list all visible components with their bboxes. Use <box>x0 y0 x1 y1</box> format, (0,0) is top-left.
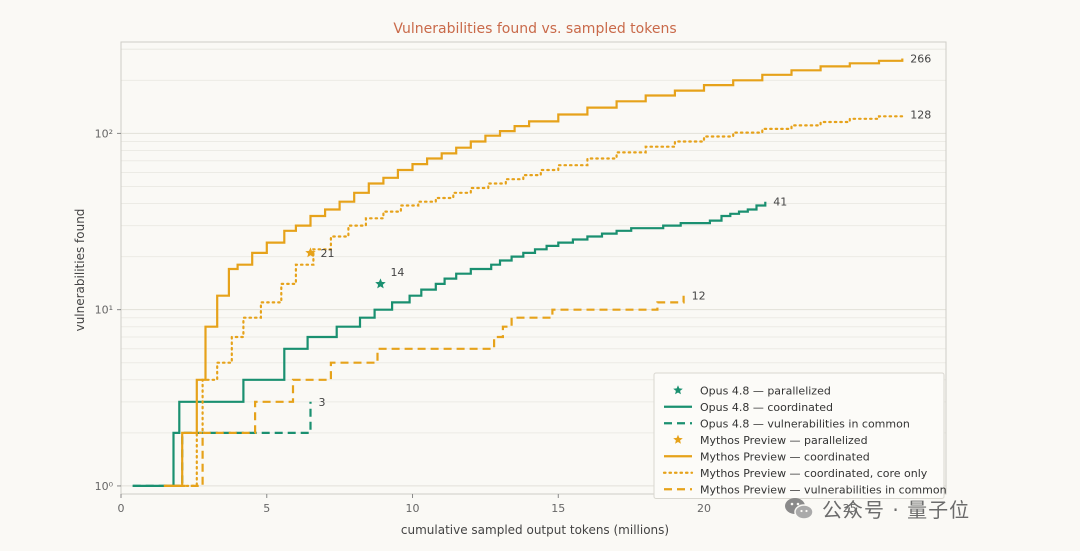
legend-entry-1: Opus 4.8 — coordinated <box>700 401 833 414</box>
series-5-end-label: 128 <box>910 108 931 121</box>
series-4-line <box>164 58 904 487</box>
series-5-line <box>163 113 904 487</box>
end-labels: 14 41 3 21 266 128 12 <box>318 53 931 409</box>
legend-entry-5: Mythos Preview — coordinated, core only <box>700 467 928 480</box>
legend-marker-3 <box>673 434 683 444</box>
grid <box>121 48 946 487</box>
series-3-end-label: 21 <box>320 247 334 260</box>
series-4-end-label: 266 <box>910 53 931 66</box>
series-6-end-label: 12 <box>692 290 706 303</box>
series-1-end-label: 41 <box>773 196 787 209</box>
legend-entry-3: Mythos Preview — parallelized <box>700 434 868 447</box>
series-0-marker <box>375 278 386 289</box>
plot-frame <box>120 41 947 495</box>
x-tick-label: 10 <box>406 502 420 515</box>
chart-title: Vulnerabilities found vs. sampled tokens <box>393 21 676 37</box>
y-tick-label: 10⁰ <box>95 480 114 493</box>
series-2-line <box>132 401 312 487</box>
y-tick-label: 10¹ <box>95 304 113 317</box>
legend-entry-2: Opus 4.8 — vulnerabilities in common <box>700 417 910 430</box>
series-1-line <box>132 201 767 487</box>
series-0-end-label: 14 <box>390 266 404 279</box>
watermark: 公众号 · 量子位 <box>784 494 970 523</box>
watermark-text: 公众号 · 量子位 <box>822 498 971 522</box>
x-tick-label: 15 <box>551 502 565 515</box>
legend-entry-0: Opus 4.8 — parallelized <box>700 384 831 397</box>
x-tick-label: 25 <box>843 502 857 515</box>
series-2-end-label: 3 <box>318 396 325 409</box>
series-3-marker <box>305 247 316 258</box>
x-tick-label: 20 <box>697 502 711 515</box>
x-tick-label: 0 <box>118 502 125 515</box>
legend: Opus 4.8 — parallelized Opus 4.8 — coordi… <box>653 372 947 499</box>
x-tick-label: 5 <box>263 502 270 515</box>
legend-entry-4: Mythos Preview — coordinated <box>700 450 870 463</box>
series-6-line <box>164 295 685 487</box>
x-axis-label: cumulative sampled output tokens (millio… <box>401 523 669 537</box>
wechat-icon <box>784 496 814 522</box>
axis-ticks: 0 5 10 15 20 25 10⁰ 10¹ 10² <box>95 127 857 515</box>
legend-marker-0 <box>673 385 683 395</box>
legend-entry-6: Mythos Preview — vulnerabilities in comm… <box>700 483 947 496</box>
series-group <box>132 58 904 487</box>
y-axis-label: vulnerabilities found <box>73 209 87 332</box>
y-tick-label: 10² <box>95 127 113 140</box>
